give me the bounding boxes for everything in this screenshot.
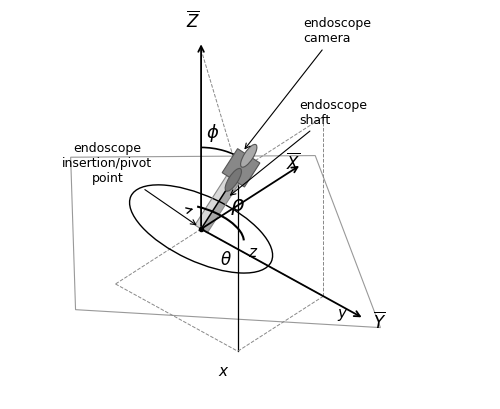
Text: endoscope
insertion/pivot
point: endoscope insertion/pivot point [62,142,196,225]
Text: endoscope
camera: endoscope camera [245,17,371,148]
Text: $\overline{X}$: $\overline{X}$ [286,152,301,173]
Text: $x$: $x$ [218,364,230,379]
Text: $\phi$: $\phi$ [206,122,219,144]
Polygon shape [201,172,244,233]
Ellipse shape [225,169,242,191]
Polygon shape [195,168,238,229]
Polygon shape [222,148,260,187]
Text: $z$: $z$ [248,245,258,260]
Text: endoscope
shaft: endoscope shaft [230,99,367,195]
Ellipse shape [240,144,257,167]
Text: $\overline{Z}$: $\overline{Z}$ [186,10,200,31]
Text: $\overline{Y}$: $\overline{Y}$ [373,311,386,332]
Text: $\rho$: $\rho$ [230,198,245,217]
Text: $y$: $y$ [337,307,348,323]
Text: $\theta$: $\theta$ [220,252,232,270]
